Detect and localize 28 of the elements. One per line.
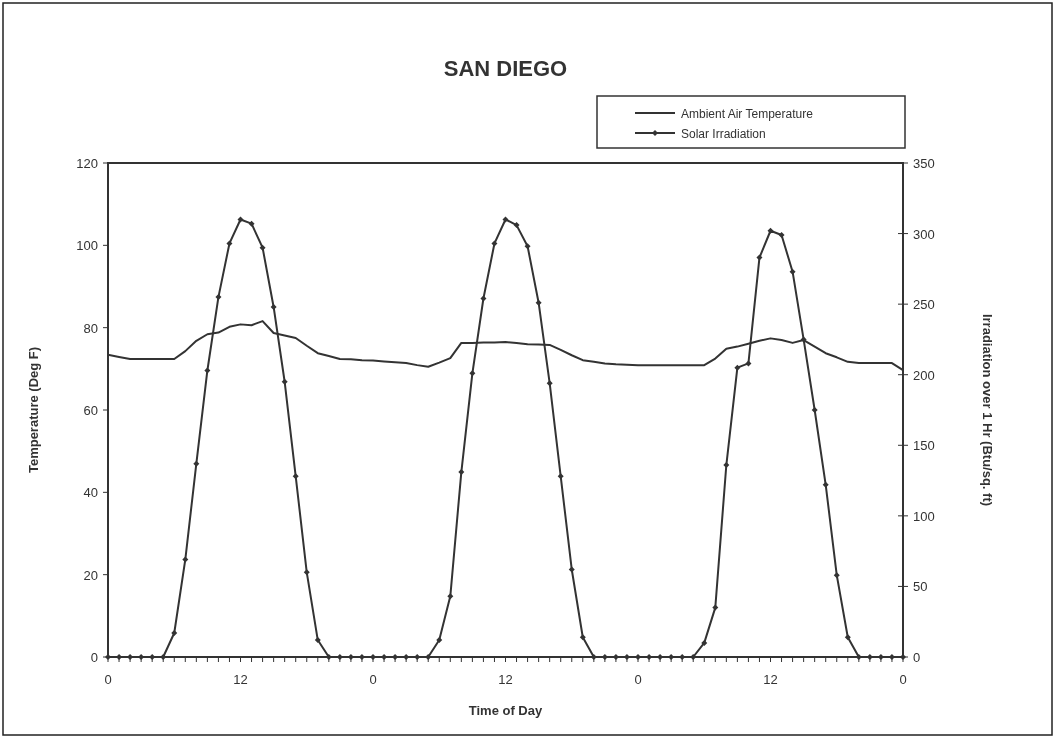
y-tick-label: 40 [83, 485, 98, 501]
y-axis-title: Temperature (Deg F) [26, 346, 41, 474]
x-tick-label: 0 [104, 672, 112, 687]
y2-tick-label: 350 [913, 156, 935, 171]
legend-label: Ambient Air Temperature [681, 107, 814, 121]
x-tick-label: 0 [634, 672, 642, 687]
y-tick-label: 120 [76, 156, 98, 171]
x-tick-label: 12 [233, 672, 248, 687]
y2-tick-label: 300 [913, 226, 935, 242]
y2-axis-title: Irradiation over 1 Hr (Btu/sq. ft) [980, 313, 995, 507]
legend-label: Solar Irradiation [681, 127, 766, 141]
y2-tick-label: 150 [913, 438, 935, 454]
x-tick-label: 0 [369, 672, 377, 687]
y-tick-label: 0 [90, 650, 98, 665]
x-axis-title: Time of Day [468, 703, 543, 718]
y2-tick-label: 50 [913, 579, 928, 595]
y2-tick-label: 250 [913, 297, 935, 313]
y2-tick-label: 100 [913, 508, 935, 524]
y-tick-label: 100 [76, 238, 98, 254]
y-tick-label: 20 [83, 567, 98, 583]
chart-title: SAN DIEGO [443, 56, 568, 81]
x-tick-label: 0 [899, 672, 907, 687]
y-tick-label: 60 [83, 403, 98, 418]
y2-tick-label: 200 [913, 367, 935, 383]
x-tick-label: 12 [763, 672, 778, 687]
x-tick-label: 12 [498, 672, 513, 687]
y2-tick-label: 0 [913, 650, 921, 665]
y-tick-label: 80 [83, 320, 98, 336]
